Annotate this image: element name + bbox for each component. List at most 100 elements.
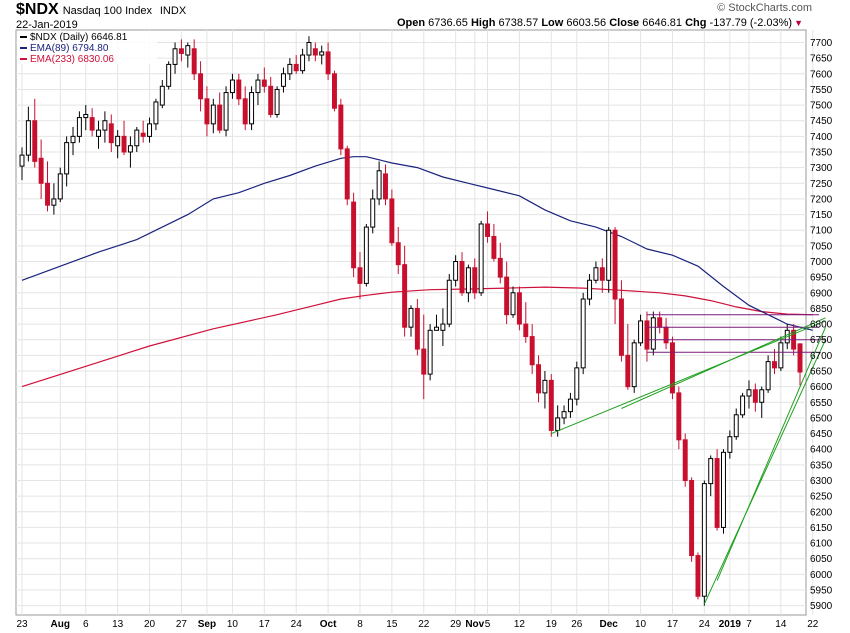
candle-body-up bbox=[83, 113, 89, 119]
candle-body-up bbox=[172, 48, 178, 65]
x-tick-label: 10 bbox=[635, 619, 647, 630]
x-tick-label: 8 bbox=[357, 619, 363, 630]
trend-line bbox=[716, 327, 826, 581]
candle-body-down bbox=[312, 48, 318, 56]
candle-body-up bbox=[300, 54, 306, 72]
x-tick-label: Oct bbox=[320, 619, 337, 630]
candle-body-down bbox=[676, 392, 682, 441]
candle-body-up bbox=[778, 342, 784, 369]
x-tick-label: 6 bbox=[83, 619, 89, 630]
x-tick-label: 7 bbox=[746, 619, 752, 630]
candle-body-up bbox=[115, 135, 121, 147]
y-tick-label: 7300 bbox=[810, 163, 833, 174]
candle-body-up bbox=[606, 229, 612, 281]
candle-body-down bbox=[599, 267, 605, 281]
candle-body-up bbox=[280, 73, 286, 87]
candle-body-down bbox=[663, 326, 669, 344]
candle-body-down bbox=[198, 73, 204, 100]
x-tick-label: Sep bbox=[198, 619, 216, 630]
candle-body-up bbox=[153, 101, 159, 125]
y-tick-label: 7000 bbox=[810, 257, 833, 268]
quote-summary: Open 6736.65 High 6738.57 Low 6603.56 Cl… bbox=[397, 17, 803, 29]
candle-body-down bbox=[331, 73, 337, 109]
candle-body-down bbox=[402, 264, 408, 328]
candle-body-up bbox=[593, 267, 599, 281]
candle-body-up bbox=[102, 120, 108, 131]
y-tick-label: 6300 bbox=[810, 476, 833, 487]
candle-body-up bbox=[255, 79, 261, 94]
candle-body-up bbox=[542, 379, 548, 394]
candle-body-up bbox=[427, 329, 433, 375]
candle-body-down bbox=[682, 439, 688, 481]
candle-body-down bbox=[689, 479, 695, 557]
candle-body-up bbox=[650, 317, 656, 350]
candle-body-down bbox=[293, 63, 299, 72]
candle-body-down bbox=[752, 389, 758, 403]
candle-body-up bbox=[408, 307, 414, 328]
candle-body-down bbox=[268, 85, 274, 115]
candle-body-up bbox=[229, 79, 235, 94]
candle-body-down bbox=[351, 201, 357, 269]
y-tick-label: 7200 bbox=[810, 194, 833, 205]
ema233-path bbox=[21, 286, 813, 388]
chg-label: Chg bbox=[685, 17, 707, 29]
down-arrow-icon: ▼ bbox=[794, 18, 803, 28]
candle-body-up bbox=[727, 436, 733, 453]
candle-body-up bbox=[306, 42, 312, 56]
candle-body-down bbox=[357, 267, 363, 284]
y-tick-label: 7250 bbox=[810, 179, 833, 190]
candle-body-down bbox=[548, 379, 554, 431]
candle-body-up bbox=[446, 279, 452, 325]
candle-body-up bbox=[733, 414, 739, 438]
candle-body-down bbox=[459, 260, 465, 294]
high-value: 6738.57 bbox=[498, 17, 539, 29]
candle-body-down bbox=[504, 276, 510, 316]
candle-body-up bbox=[19, 154, 25, 167]
candle-body-down bbox=[242, 98, 248, 125]
y-tick-label: 7700 bbox=[810, 38, 833, 49]
candle-body-up bbox=[363, 226, 369, 284]
candle-body-down bbox=[618, 298, 624, 356]
trend-line bbox=[551, 320, 826, 435]
candle-body-down bbox=[612, 229, 618, 300]
x-tick-label: 22 bbox=[418, 619, 430, 630]
candle-body-up bbox=[453, 260, 459, 281]
candle-body-up bbox=[440, 323, 446, 331]
candle-body-down bbox=[191, 48, 197, 75]
x-tick-label: 24 bbox=[291, 619, 303, 630]
candle-body-up bbox=[319, 51, 325, 56]
candle-body-up bbox=[64, 142, 70, 175]
close-label: Close bbox=[609, 17, 640, 29]
y-tick-label: 7650 bbox=[810, 54, 833, 65]
candle-body-up bbox=[210, 104, 216, 125]
y-tick-label: 6850 bbox=[810, 304, 833, 315]
y-tick-label: 7150 bbox=[810, 210, 833, 221]
ema89-line bbox=[21, 156, 813, 331]
candle-body-down bbox=[178, 48, 184, 54]
open-label: Open bbox=[396, 17, 426, 29]
candle-body-down bbox=[669, 342, 675, 394]
y-tick-label: 6000 bbox=[810, 570, 833, 581]
candle-body-up bbox=[223, 92, 229, 131]
exchange-label: INDX bbox=[159, 5, 187, 17]
x-tick-label: 22 bbox=[807, 619, 819, 630]
chart-title: $NDX Nasdaq 100 Index INDX bbox=[16, 1, 186, 19]
ema89-path bbox=[21, 156, 813, 331]
candle-body-down bbox=[625, 354, 631, 388]
candle-body-up bbox=[376, 170, 382, 200]
candle-body-up bbox=[631, 342, 637, 388]
grid-lines bbox=[16, 30, 814, 615]
candle-body-up bbox=[746, 389, 752, 397]
candle-body-down bbox=[695, 555, 701, 597]
trend-lines bbox=[551, 317, 826, 605]
chart-date: 22-Jan-2019 bbox=[16, 19, 78, 31]
candle-body-down bbox=[338, 104, 344, 150]
candle-body-down bbox=[121, 135, 127, 153]
candle-body-up bbox=[370, 198, 376, 228]
symbol-label: $NDX bbox=[16, 1, 59, 18]
candle-body-down bbox=[236, 79, 242, 100]
y-tick-label: 6400 bbox=[810, 445, 833, 456]
candle-body-up bbox=[134, 129, 140, 147]
y-tick-label: 6750 bbox=[810, 335, 833, 346]
x-tick-label: Nov bbox=[465, 619, 484, 630]
